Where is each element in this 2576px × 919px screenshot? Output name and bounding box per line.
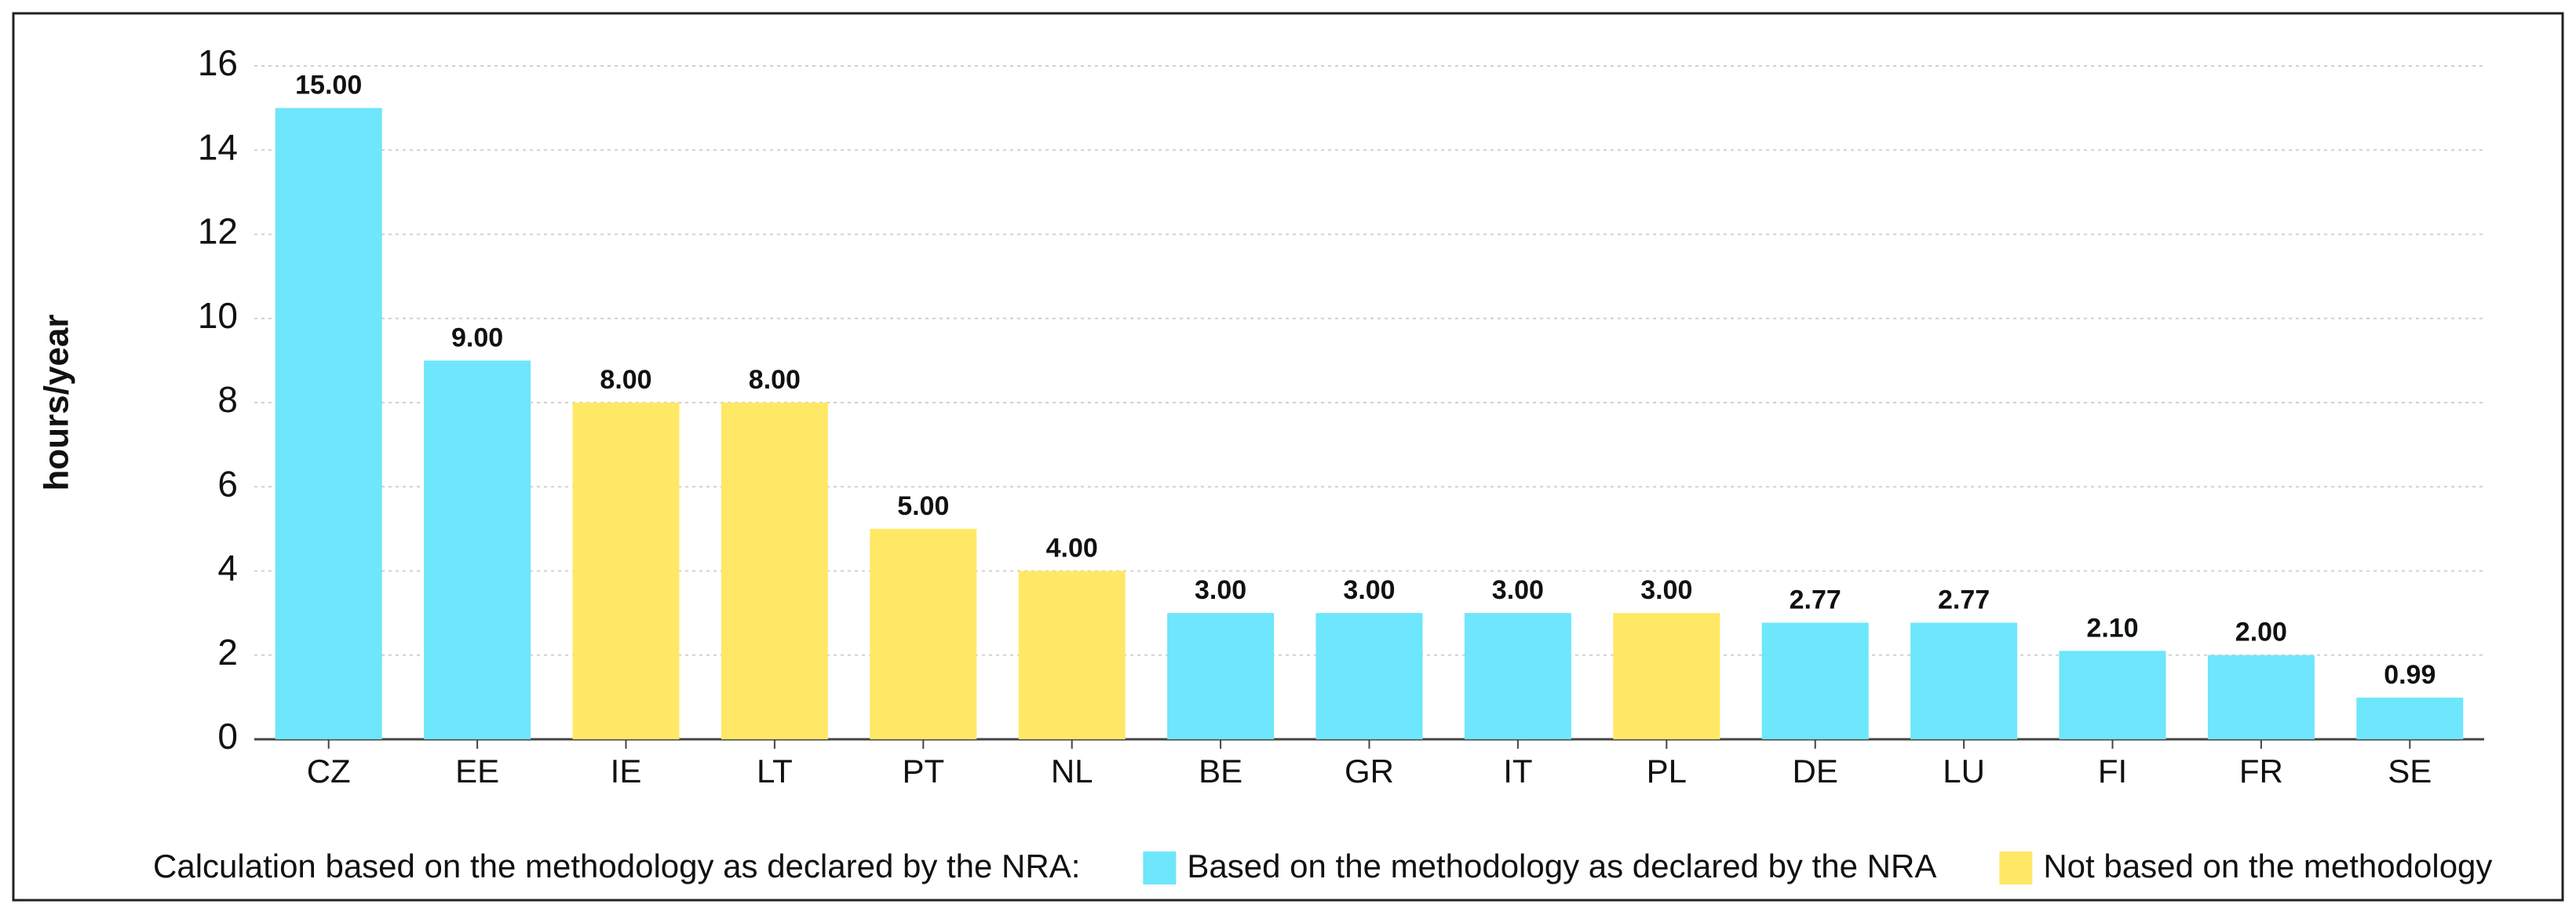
value-label: 2.10 (2086, 613, 2138, 643)
value-label: 3.00 (1195, 575, 1246, 605)
bar (424, 360, 531, 739)
bar (1613, 613, 1720, 739)
x-tick-label: PT (902, 753, 944, 790)
y-tick-label: 10 (198, 295, 238, 336)
bar (1315, 613, 1423, 739)
value-label: 9.00 (451, 323, 503, 352)
frame (12, 12, 2564, 902)
value-label: 3.00 (1640, 575, 1692, 605)
y-tick-label: 0 (217, 716, 238, 757)
x-tick-label: FR (2239, 753, 2283, 790)
x-tick-label: FI (2098, 753, 2127, 790)
x-tick-label: NL (1051, 753, 1093, 790)
value-label: 3.00 (1343, 575, 1395, 605)
x-tick-label: CZ (307, 753, 351, 790)
bar (275, 108, 382, 739)
y-tick-label: 14 (198, 126, 238, 167)
value-label: 2.77 (1938, 585, 1990, 614)
y-axis-label: hours/year (38, 315, 76, 491)
bar (1464, 613, 1571, 739)
x-tick-label: DE (1793, 753, 1838, 790)
bar (2059, 651, 2166, 739)
x-tick-label: LT (757, 753, 793, 790)
legend-swatch (1143, 852, 1177, 884)
legend-swatch (1999, 852, 2033, 884)
value-label: 2.00 (2235, 618, 2287, 647)
bar (572, 403, 680, 739)
bar (1761, 622, 1869, 739)
value-label: 8.00 (749, 365, 801, 395)
value-label: 2.77 (1790, 585, 1841, 614)
bar (1018, 571, 1126, 739)
y-tick-label: 8 (217, 379, 238, 420)
x-tick-label: LU (1943, 753, 1985, 790)
value-label: 4.00 (1046, 533, 1098, 563)
legend-label: Based on the methodology as declared by … (1187, 848, 1936, 884)
y-tick-label: 2 (217, 632, 238, 673)
x-tick-label: IE (611, 753, 642, 790)
bar (870, 528, 977, 739)
bar (721, 403, 828, 739)
legend-label: Not based on the methodology (2043, 848, 2492, 884)
value-label: 15.00 (295, 71, 362, 100)
x-tick-label: IT (1503, 753, 1532, 790)
value-label: 0.99 (2384, 660, 2436, 690)
y-tick-label: 12 (198, 211, 238, 252)
legend-title: Calculation based on the methodology as … (153, 848, 1080, 884)
x-tick-label: GR (1345, 753, 1394, 790)
x-tick-label: PL (1647, 753, 1687, 790)
value-label: 5.00 (897, 491, 949, 521)
bar (1910, 622, 2018, 739)
y-tick-label: 6 (217, 463, 238, 504)
value-label: 3.00 (1492, 575, 1544, 605)
x-tick-label: BE (1199, 753, 1242, 790)
x-tick-label: EE (455, 753, 499, 790)
y-tick-label: 4 (217, 548, 238, 589)
y-tick-label: 16 (198, 42, 238, 83)
bar (2207, 655, 2315, 739)
x-tick-label: SE (2388, 753, 2432, 790)
bar (2356, 697, 2464, 739)
value-label: 8.00 (600, 365, 651, 395)
bar (1167, 613, 1275, 739)
